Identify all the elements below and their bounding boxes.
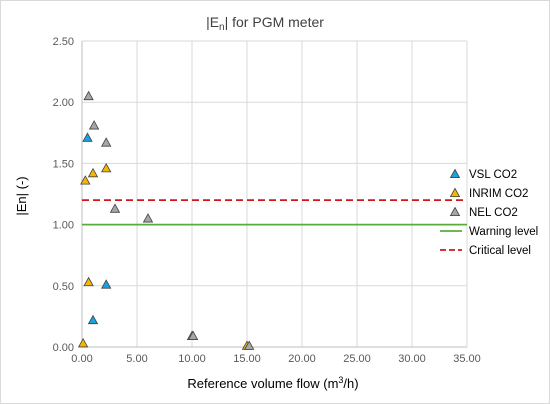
nel-co2-point	[101, 137, 112, 147]
vsl-co2-point	[82, 132, 93, 142]
x-tick-label: 10.00	[178, 353, 206, 365]
x-tick-label: 0.00	[71, 353, 92, 365]
vsl-co2-point	[101, 279, 112, 289]
nel-co2-legend-label: NEL CO2	[469, 207, 518, 219]
reference-lines	[82, 199, 467, 226]
x-axis-ticks: 0.00 5.00 10.00 15.00 20.00 25.00 30.00 35.00	[71, 353, 480, 365]
inrim-co2-point	[87, 167, 99, 178]
inrim-co2-point	[101, 162, 112, 173]
nel-co2-point	[187, 330, 199, 340]
chart-title: |En| for PGM meter	[206, 14, 324, 33]
y-axis-label: |En| (-)	[14, 176, 29, 215]
x-tick-label: 20.00	[288, 353, 316, 365]
y-axis-ticks: 0.00 0.50 1.00 1.50 2.00 2.50	[53, 36, 74, 354]
x-tick-label: 30.00	[398, 353, 426, 365]
x-tick-label: 15.00	[233, 353, 261, 365]
nel-co2-point	[142, 213, 154, 223]
y-tick-label: 0.50	[53, 281, 74, 293]
vsl-co2-legend-label: VSL CO2	[469, 169, 517, 181]
inrim-co2-point	[77, 338, 89, 348]
y-tick-label: 1.00	[53, 220, 74, 232]
nel-co2-point	[88, 120, 100, 130]
y-tick-label: 2.50	[53, 36, 74, 48]
y-tick-label: 2.00	[53, 97, 74, 109]
x-axis-label: Reference volume flow (m3/h)	[187, 375, 358, 391]
vsl-co2-point	[87, 314, 99, 325]
x-tick-label: 25.00	[343, 353, 371, 365]
nel-co2-point	[83, 90, 94, 101]
nel-co2-point	[244, 340, 255, 350]
gridlines	[81, 40, 468, 348]
inrim-co2-legend-marker	[449, 187, 461, 198]
inrim-co2-point	[83, 276, 94, 287]
inrim-co2-point	[80, 175, 91, 185]
nel-co2-point	[109, 203, 121, 213]
vsl-co2-legend-marker	[449, 168, 461, 179]
y-tick-label: 0.00	[53, 342, 74, 354]
inrim-co2-legend-label: INRIM CO2	[469, 188, 528, 200]
critical-level-legend-label: Critical level	[469, 245, 531, 257]
data-markers	[77, 90, 255, 350]
legend: VSL CO2 INRIM CO2 NEL CO2 Warning level Crit…	[440, 168, 538, 257]
nel-co2-legend-marker	[449, 206, 461, 217]
x-tick-label: 35.00	[453, 353, 481, 365]
y-tick-label: 1.50	[53, 158, 74, 170]
warning-level-legend-label: Warning level	[469, 226, 538, 238]
x-tick-label: 5.00	[126, 353, 147, 365]
